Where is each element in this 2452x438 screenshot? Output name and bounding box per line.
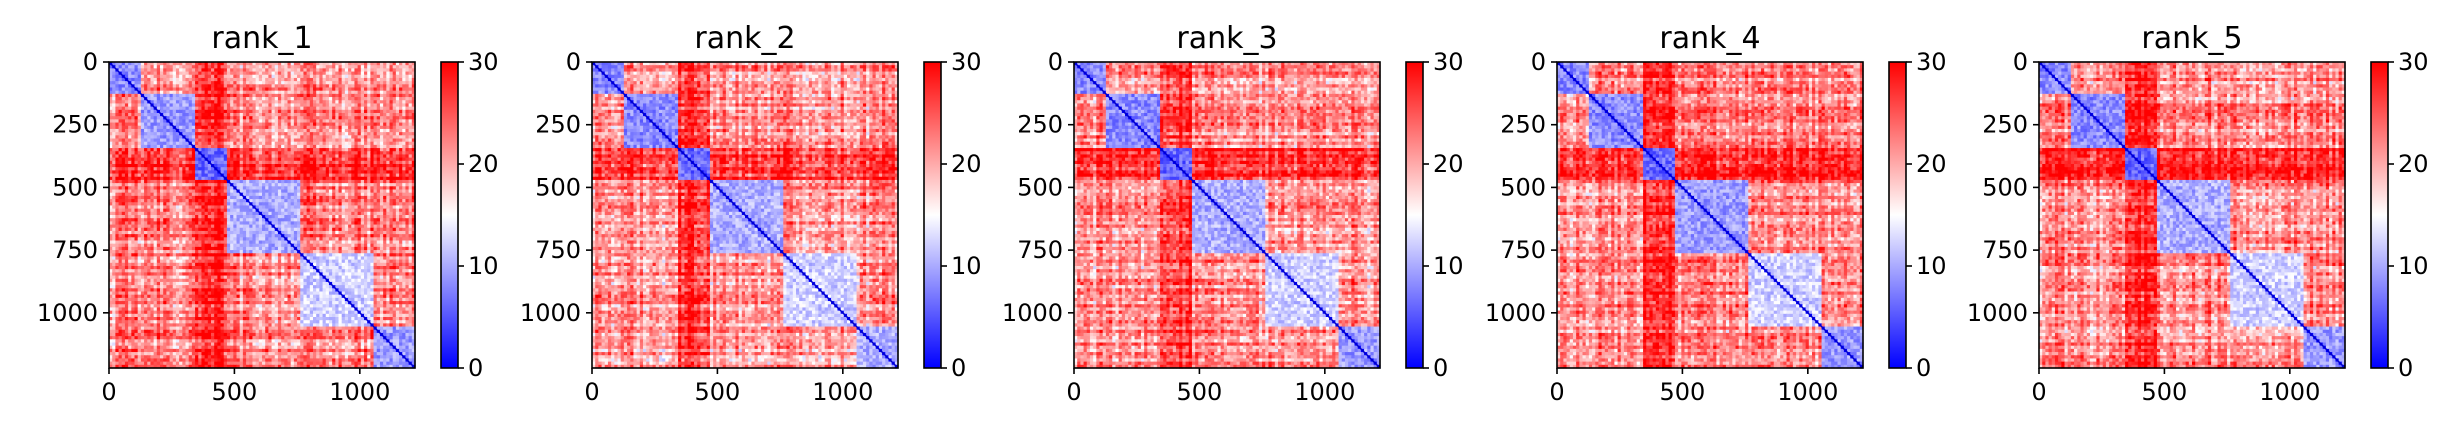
panel-title: rank_1 <box>211 21 312 56</box>
